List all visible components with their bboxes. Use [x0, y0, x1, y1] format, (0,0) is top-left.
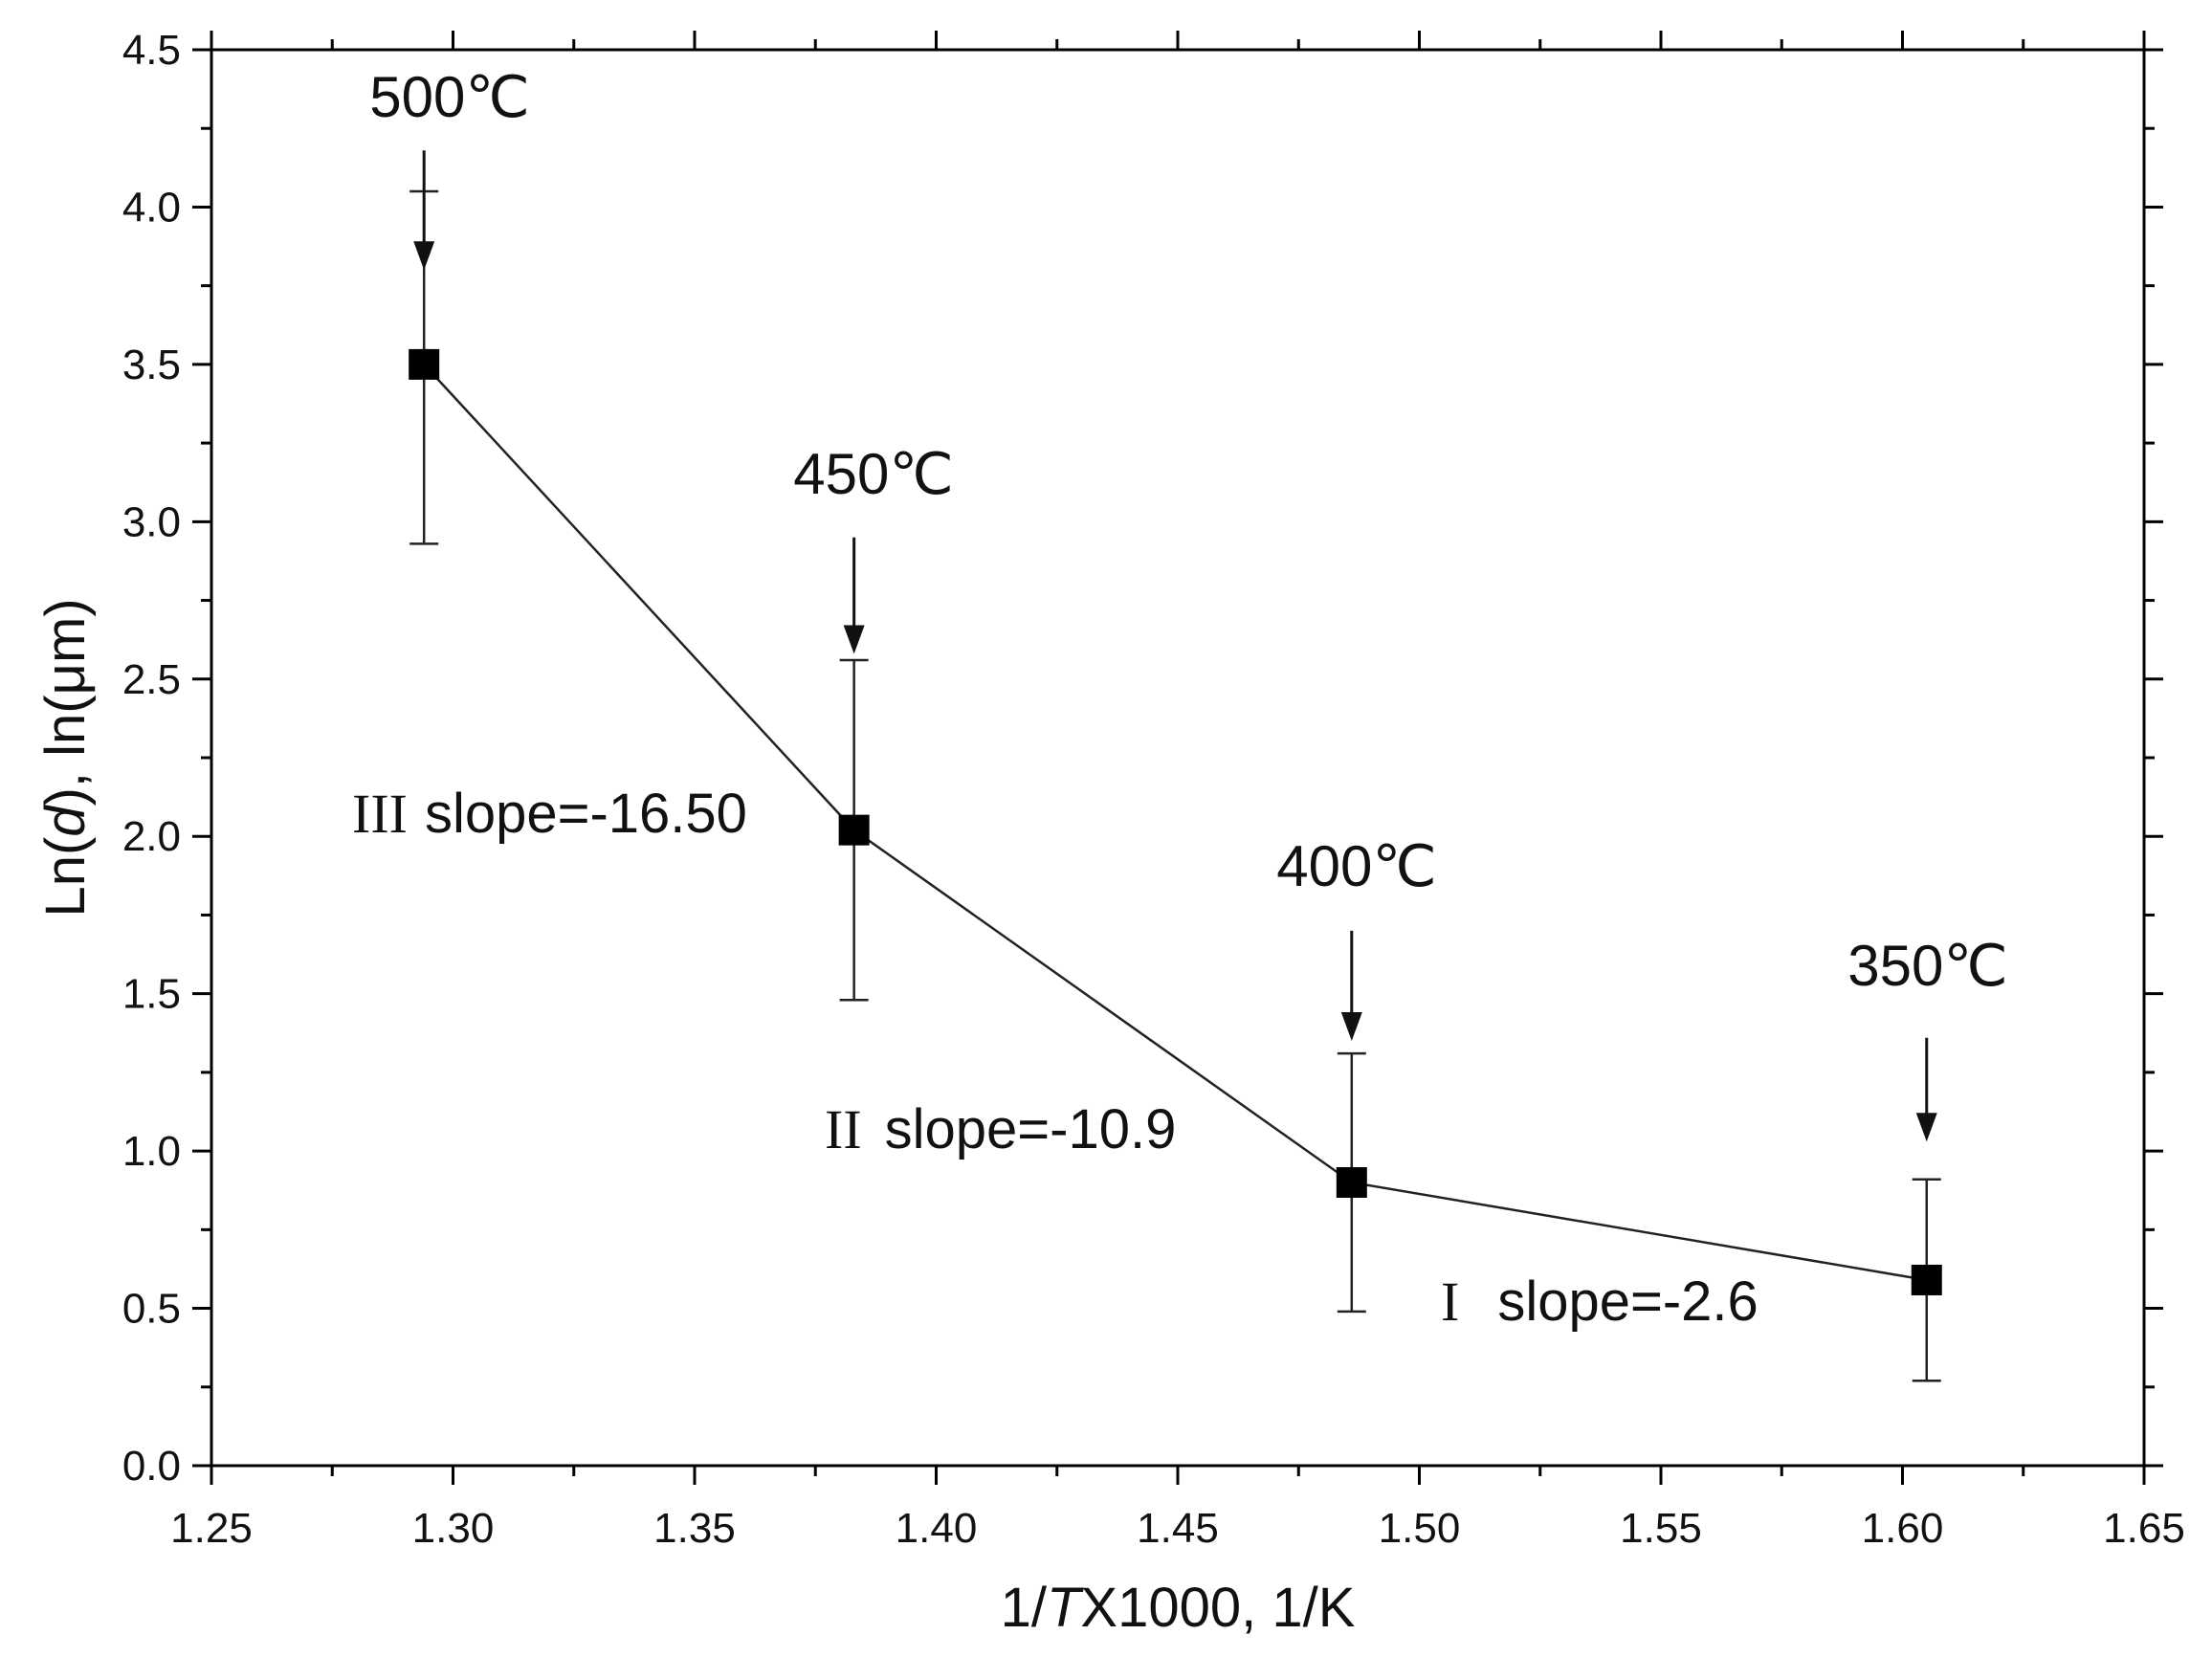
x-tick-label: 1.40 — [896, 1505, 978, 1552]
temp-label-450: 450℃ — [793, 442, 954, 506]
y-tick-label: 1.0 — [122, 1128, 181, 1175]
x-tick-label: 1.65 — [2103, 1505, 2185, 1552]
y-axis-title-post: ), ln(μm) — [34, 598, 97, 806]
x-axis-title: 1/TX1000, 1/K — [1001, 1577, 1356, 1639]
axis-ticks — [192, 31, 2163, 1485]
y-tick-labels: 0.0 0.5 1.0 1.5 2.0 2.5 3.0 3.5 4.0 4.5 — [122, 27, 181, 1490]
temp-arrow-head — [1340, 1012, 1362, 1041]
x-tick-label: 1.45 — [1137, 1505, 1219, 1552]
y-tick-label: 2.5 — [122, 656, 181, 703]
y-tick-label: 0.5 — [122, 1286, 181, 1333]
x-axis-title-pre: 1/ — [1001, 1577, 1048, 1639]
y-axis-title: Ln(d), ln(μm) — [34, 598, 97, 917]
slope-label-II: II slope=-10.9 — [825, 1098, 1176, 1160]
temperature-arrows — [413, 150, 1937, 1142]
y-axis-title-pre: Ln( — [34, 837, 97, 917]
slope-text-III: slope=-16.50 — [425, 783, 747, 845]
slope-roman-III: III — [352, 783, 408, 845]
x-tick-label: 1.50 — [1379, 1505, 1461, 1552]
slope-text-II: slope=-10.9 — [885, 1098, 1177, 1160]
x-tick-label: 1.55 — [1620, 1505, 1702, 1552]
y-tick-label: 1.5 — [122, 971, 181, 1018]
x-axis-title-post: X1000, 1/K — [1080, 1577, 1355, 1639]
slope-label-III: III slope=-16.50 — [352, 783, 747, 845]
x-tick-labels: 1.25 1.30 1.35 1.40 1.45 1.50 1.55 1.60 1.65 — [170, 1505, 2185, 1552]
temp-arrow-head — [413, 241, 435, 271]
y-tick-label: 3.5 — [122, 342, 181, 388]
y-tick-label: 4.5 — [122, 27, 181, 74]
x-tick-label: 1.60 — [1862, 1505, 1944, 1552]
data-point — [409, 348, 440, 380]
series-line — [423, 364, 1927, 1282]
temp-label-400: 400℃ — [1276, 834, 1437, 898]
x-tick-label: 1.25 — [170, 1505, 253, 1552]
x-tick-label: 1.30 — [412, 1505, 495, 1552]
x-tick-label: 1.35 — [653, 1505, 736, 1552]
temp-arrow-head — [1915, 1113, 1937, 1142]
y-tick-label: 4.0 — [122, 184, 181, 231]
slope-text-I: slope=-2.6 — [1497, 1270, 1758, 1333]
temp-label-500: 500℃ — [369, 65, 530, 129]
temp-arrow-head — [843, 625, 865, 654]
data-point — [838, 814, 870, 846]
slope-roman-II: II — [825, 1098, 862, 1160]
data-point — [1336, 1167, 1367, 1198]
y-tick-label: 3.0 — [122, 498, 181, 545]
y-axis-title-italic: d — [34, 805, 97, 837]
y-tick-label: 2.0 — [122, 813, 181, 860]
y-tick-label: 0.0 — [122, 1443, 181, 1490]
plot-frame — [210, 48, 2146, 1468]
x-axis-title-italic: T — [1047, 1577, 1084, 1639]
slope-roman-I: I — [1441, 1270, 1459, 1333]
temp-label-350: 350℃ — [1847, 934, 2008, 998]
data-point — [1911, 1264, 1942, 1295]
